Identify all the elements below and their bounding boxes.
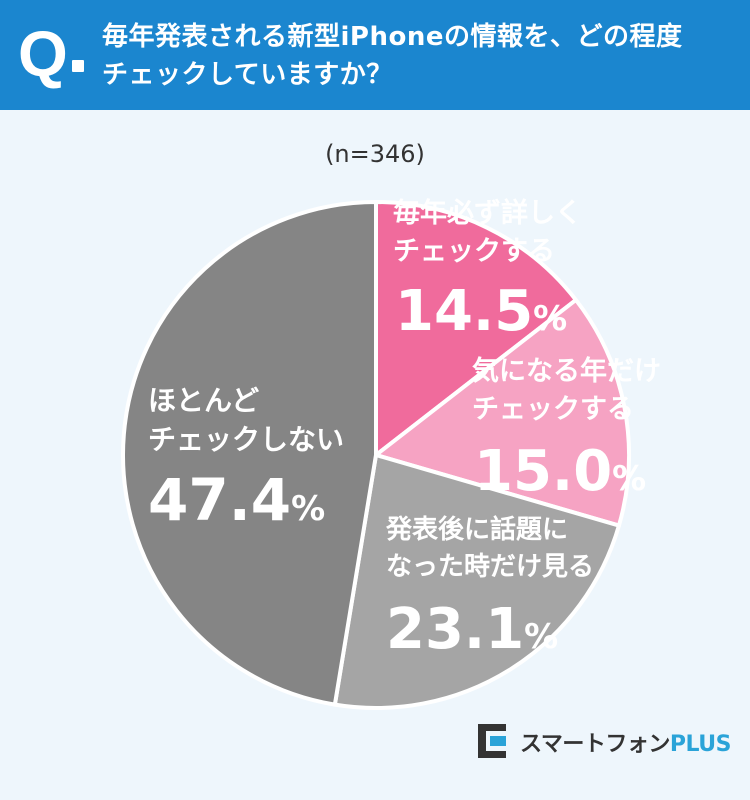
logo-text: スマートフォンPLUS	[520, 726, 731, 758]
question-text: 毎年発表される新型iPhoneの情報を、どの程度 チェックしていますか？	[102, 22, 683, 90]
slice-name-2: 気になる年だけチェックする	[472, 355, 661, 425]
slice-value-4: 47.4%	[148, 466, 325, 534]
logo-plus: PLUS	[669, 732, 732, 757]
brand-logo: スマートフォンPLUS	[478, 722, 731, 762]
pie-slice-2	[374, 297, 631, 528]
slice-name-3: 発表後に話題になった時だけ見る	[385, 514, 594, 582]
sample-size: (n=346)	[325, 140, 425, 168]
slice-value-1: 14.5%	[395, 279, 567, 344]
slice-name-4: ほとんどチェックしない	[148, 384, 344, 456]
pie-slice-1	[374, 200, 578, 457]
slice-value-2: 15.0%	[474, 439, 646, 504]
logo-main: スマートフォン	[520, 732, 670, 757]
q-letter: Q	[18, 18, 68, 90]
pie-slice-4	[121, 200, 378, 707]
slice-value-3: 23.1%	[386, 597, 558, 662]
pie-slice-3	[332, 453, 621, 710]
logo-mark-icon	[478, 722, 512, 762]
q-dot-icon	[72, 60, 84, 72]
question-header: Q 毎年発表される新型iPhoneの情報を、どの程度 チェックしていますか？	[0, 0, 750, 110]
slice-name-1: 毎年必ず詳しくチェックする	[393, 197, 582, 267]
